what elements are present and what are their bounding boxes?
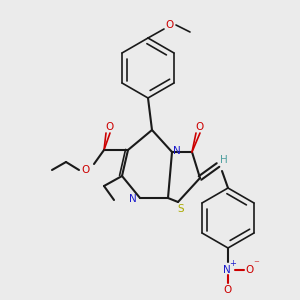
Text: N: N [129,194,137,204]
Text: H: H [220,155,228,165]
Text: +: + [230,260,236,268]
Text: O: O [82,165,90,175]
Text: ⁻: ⁻ [253,259,259,269]
Text: O: O [105,122,113,132]
Text: O: O [166,20,174,30]
Text: N: N [223,265,231,275]
Text: O: O [246,265,254,275]
Text: O: O [224,285,232,295]
Text: S: S [178,204,184,214]
Text: O: O [196,122,204,132]
Text: N: N [173,146,181,156]
